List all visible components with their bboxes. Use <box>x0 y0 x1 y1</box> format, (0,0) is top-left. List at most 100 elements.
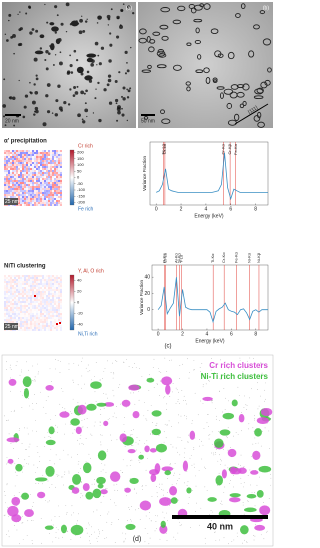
map-pixel <box>56 166 58 168</box>
map-pixel <box>32 293 34 295</box>
map-pixel <box>40 168 42 170</box>
bubble <box>253 115 261 122</box>
map-pixel <box>16 176 18 178</box>
atom <box>94 531 95 533</box>
atom <box>36 430 37 432</box>
atom <box>34 394 35 395</box>
map-pixel <box>52 172 54 174</box>
map-pixel <box>26 164 28 166</box>
atom <box>187 503 189 504</box>
atom <box>126 520 128 521</box>
map-pixel <box>22 194 24 196</box>
map-pixel <box>14 277 16 279</box>
atom <box>99 425 101 426</box>
map-pixel <box>54 305 56 307</box>
cluster <box>161 376 173 386</box>
map-pixel <box>10 154 12 156</box>
map-pixel <box>22 196 24 198</box>
atom <box>114 502 115 504</box>
map-pixel <box>60 329 62 331</box>
map-pixel <box>16 289 18 291</box>
map-pixel <box>34 188 36 190</box>
map-pixel <box>16 170 18 172</box>
atom <box>128 507 130 508</box>
map-pixel <box>52 190 54 192</box>
map-pixel <box>60 275 62 277</box>
map-pixel <box>18 176 20 178</box>
map-pixel <box>60 289 62 291</box>
map-pixel <box>32 329 34 331</box>
atom <box>106 488 108 490</box>
map-pixel <box>12 301 14 303</box>
map-pixel <box>58 152 60 154</box>
map-pixel <box>6 174 8 176</box>
atom <box>243 406 245 408</box>
map-pixel <box>28 204 30 206</box>
atom <box>21 394 23 396</box>
map-pixel <box>16 190 18 192</box>
map-pixel <box>50 194 52 196</box>
map-pixel <box>16 281 18 283</box>
map-pixel <box>34 313 36 315</box>
map-pixel <box>30 329 32 331</box>
colorbar-tick-label: 150 <box>77 156 84 161</box>
map-pixel <box>32 150 34 152</box>
map-pixel <box>40 158 42 160</box>
cluster <box>144 445 150 453</box>
atom <box>209 380 210 382</box>
map-pixel <box>20 297 22 299</box>
map-pixel <box>30 154 32 156</box>
x-tick-label: 0 <box>155 206 158 212</box>
map-pixel <box>42 307 44 309</box>
map-pixel <box>40 188 42 190</box>
y-axis-label: Variance Fraction <box>142 156 147 191</box>
atom <box>227 449 229 451</box>
map-pixel <box>12 154 14 156</box>
map-pixel <box>12 303 14 305</box>
atom <box>156 422 158 424</box>
atom <box>57 475 58 477</box>
atom <box>118 519 119 520</box>
map-pixel <box>14 190 16 192</box>
map-pixel <box>58 283 60 285</box>
map-pixel <box>58 176 60 178</box>
plot-frame <box>149 141 269 206</box>
map-pixel <box>50 289 52 291</box>
map-pixel <box>18 152 20 154</box>
map-pixel <box>34 325 36 327</box>
map-pixel <box>38 160 40 162</box>
atom <box>156 383 158 384</box>
precipitate <box>86 18 88 20</box>
atom <box>16 529 18 531</box>
map-pixel <box>24 325 26 327</box>
cluster <box>149 448 157 453</box>
map-pixel <box>6 176 8 178</box>
atom <box>268 430 270 432</box>
map-pixel <box>18 297 20 299</box>
precipitate <box>86 70 90 74</box>
map-pixel <box>6 283 8 285</box>
map-pixel <box>50 184 52 186</box>
map-pixel <box>38 281 40 283</box>
atom <box>175 539 176 541</box>
map-pixel <box>52 283 54 285</box>
map-pixel <box>44 164 46 166</box>
atom <box>47 501 49 503</box>
map-pixel <box>14 184 16 186</box>
precipitate <box>118 71 121 74</box>
map-pixel <box>36 315 38 317</box>
atom <box>169 396 171 397</box>
map-pixel <box>44 277 46 279</box>
map-pixel <box>38 162 40 164</box>
map-pixel <box>52 323 54 325</box>
map-pixel <box>54 283 56 285</box>
map-pixel <box>50 150 52 152</box>
map-pixel <box>12 186 14 188</box>
map-pixel <box>40 166 42 168</box>
atom <box>91 379 93 381</box>
map-pixel <box>56 299 58 301</box>
atom <box>179 364 181 366</box>
cluster <box>227 448 237 458</box>
map-pixel <box>22 180 24 182</box>
map-pixel <box>12 172 14 174</box>
